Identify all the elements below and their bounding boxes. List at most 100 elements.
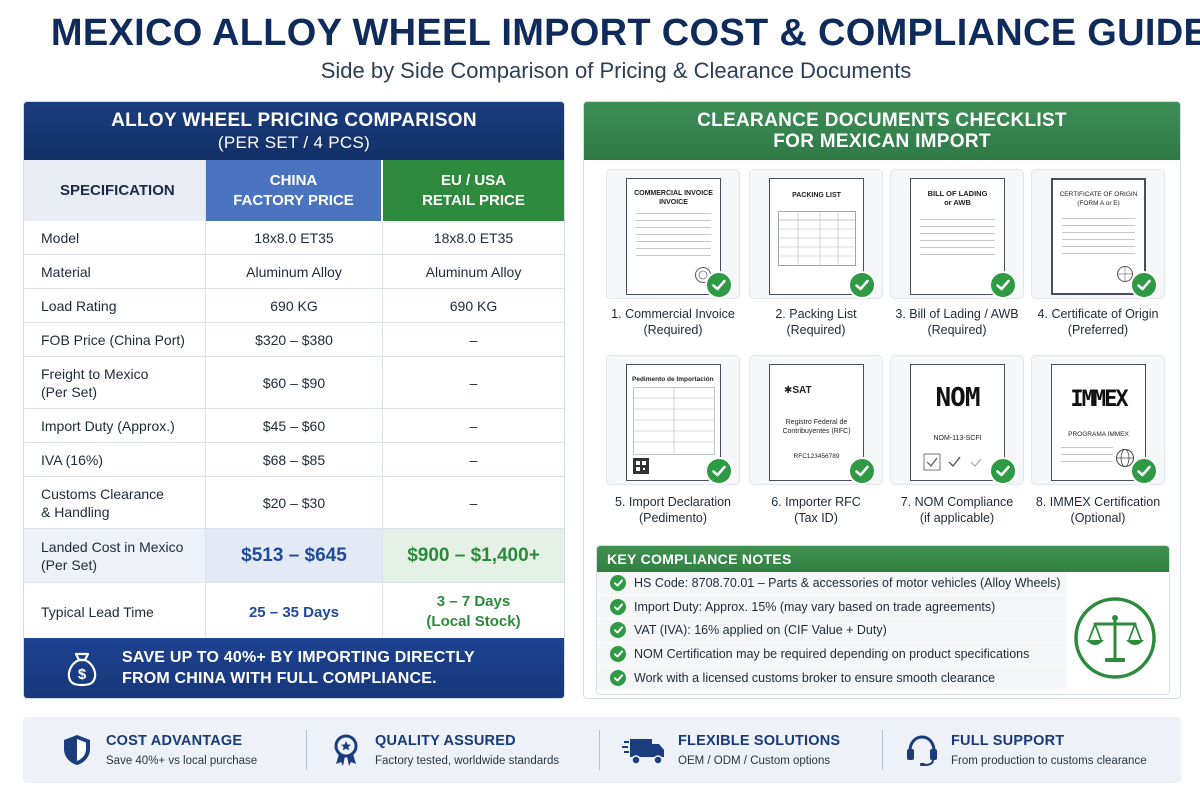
doc-body: PROGRAMA IMMEX: [1068, 431, 1129, 438]
document-label-status: (Tax ID): [794, 511, 838, 525]
column-header-specification: SPECIFICATION: [24, 160, 206, 221]
feature-description: Factory tested, worldwide standards: [375, 755, 560, 767]
doc-title: COMMERCIAL INVOICE INVOICE: [634, 190, 713, 206]
savings-banner-line1: SAVE UP TO 40%+ BY IMPORTING DIRECTLY: [122, 649, 475, 666]
row-spec: Load Rating: [24, 289, 206, 322]
column-header-china-line1: CHINA: [269, 171, 318, 189]
feature-title: FULL SUPPORT: [951, 733, 1065, 749]
pricing-table-header: SPECIFICATION CHINA FACTORY PRICE EU / U…: [24, 160, 564, 221]
check-icon: [1130, 457, 1158, 485]
doc-body: Registro Federal de Contribuyentes (RFC): [782, 419, 851, 435]
document-label: 1. Commercial Invoice (Required): [598, 306, 748, 338]
row-china-value: $20 – $30: [206, 477, 383, 528]
row-china-value: 18x8.0 ET35: [206, 221, 383, 254]
shield-icon: [64, 735, 90, 765]
list-item: VAT (IVA): 16% applied on (CIF Value + D…: [597, 619, 1067, 643]
row-spec: IVA (16%): [24, 443, 206, 476]
pricing-header-subtitle: (PER SET / 4 PCS): [217, 133, 371, 152]
rfc-document-icon: ✱SAT Registro Federal de Contribuyentes …: [769, 364, 864, 481]
clearance-documents-panel: CLEARANCE DOCUMENTS CHECKLIST FOR MEXICA…: [583, 101, 1181, 699]
landed-cost-row: Landed Cost in Mexico (Per Set) $513 – $…: [24, 529, 564, 583]
row-eu-value: Aluminum Alloy: [425, 263, 522, 280]
divider: [882, 730, 883, 770]
document-card-packing-list: PACKING LIST: [749, 169, 883, 299]
doc-title: BILL OF LADING or AWB: [927, 189, 988, 207]
document-card-certificate-of-origin: CERTIFICATE OF ORIGIN (FORM A or E): [1031, 169, 1165, 299]
row-eu-value: –: [469, 374, 478, 391]
row-spec: Material: [24, 255, 206, 288]
document-label: 5. Import Declaration (Pedimento): [598, 494, 748, 526]
document-label-status: (Pedimento): [638, 511, 708, 525]
documents-header: CLEARANCE DOCUMENTS CHECKLIST FOR MEXICA…: [584, 102, 1180, 160]
check-icon: [989, 271, 1017, 299]
document-label-name: 8. IMMEX Certification: [1035, 495, 1161, 509]
document-label-name: 4. Certificate of Origin: [1037, 307, 1159, 321]
document-label-name: 5. Import Declaration: [614, 495, 732, 509]
document-label-status: (Required): [643, 323, 703, 337]
document-card-immex: IMMEX PROGRAMA IMMEX: [1031, 355, 1165, 485]
document-label-status: (Preferred): [1067, 323, 1129, 337]
landed-cost-label-line1: Landed Cost in Mexico: [41, 538, 184, 555]
document-label-status: (Required): [927, 323, 987, 337]
svg-text:$: $: [78, 666, 87, 683]
table-row: Customs Clearance & Handling $20 – $30 –: [24, 477, 564, 529]
truck-icon: [622, 739, 664, 765]
compliance-notes-header: KEY COMPLIANCE NOTES: [597, 546, 1169, 572]
row-spec: Freight to Mexico (Per Set): [24, 357, 206, 408]
document-card-nom: NOM NOM-113-SCFI: [890, 355, 1024, 485]
row-eu-value: –: [469, 494, 478, 511]
pricing-header: ALLOY WHEEL PRICING COMPARISON (PER SET …: [24, 102, 564, 160]
pedimento-document-icon: Pedimento de Importación: [626, 364, 721, 481]
table-row: Material Aluminum Alloy Aluminum Alloy: [24, 255, 564, 289]
row-china-value: $320 – $380: [206, 323, 383, 356]
document-label-name: 2. Packing List: [775, 307, 857, 321]
table-row: Load Rating 690 KG 690 KG: [24, 289, 564, 323]
document-label: 3. Bill of Lading / AWB (Required): [882, 306, 1032, 338]
column-header-eu-line2: RETAIL PRICE: [422, 191, 525, 209]
document-label: 4. Certificate of Origin (Preferred): [1023, 306, 1173, 338]
row-spec: FOB Price (China Port): [24, 323, 206, 356]
document-label-name: 6. Importer RFC: [771, 495, 861, 509]
document-label-status: (Optional): [1070, 511, 1126, 525]
column-header-china: CHINA FACTORY PRICE: [206, 160, 383, 221]
check-icon: [610, 598, 626, 615]
documents-header-line2: FOR MEXICAN IMPORT: [773, 131, 991, 152]
note-text: Work with a licensed customs broker to e…: [634, 670, 996, 685]
pricing-header-title: ALLOY WHEEL PRICING COMPARISON: [111, 110, 477, 131]
row-china-value: $68 – $85: [206, 443, 383, 476]
row-china-value: Aluminum Alloy: [206, 255, 383, 288]
document-label: 6. Importer RFC (Tax ID): [741, 494, 891, 526]
table-row: FOB Price (China Port) $320 – $380 –: [24, 323, 564, 357]
check-icon: [610, 622, 626, 639]
document-label: 7. NOM Compliance (if applicable): [882, 494, 1032, 526]
row-china-value: $60 – $90: [206, 357, 383, 408]
doc-title: Pedimento de Importación: [632, 376, 714, 383]
row-eu-value: –: [469, 417, 478, 434]
check-icon: [705, 271, 733, 299]
document-label-name: 7. NOM Compliance: [900, 495, 1014, 509]
row-spec: Model: [24, 221, 206, 254]
feature-description: From production to customs clearance: [951, 755, 1147, 767]
landed-cost-label-line2: (Per Set): [41, 556, 98, 573]
nom-logo: NOM: [935, 383, 981, 413]
document-card-commercial-invoice: COMMERCIAL INVOICE INVOICE: [606, 169, 740, 299]
table-row: IVA (16%) $68 – $85 –: [24, 443, 564, 477]
row-china-value: 690 KG: [206, 289, 383, 322]
packing-list-document-icon: PACKING LIST: [769, 178, 864, 295]
landed-cost-eu: $900 – $1,400+: [383, 529, 564, 582]
document-card-pedimento: Pedimento de Importación: [606, 355, 740, 485]
nom-document-icon: NOM NOM-113-SCFI: [910, 364, 1005, 481]
document-card-rfc: ✱SAT Registro Federal de Contribuyentes …: [749, 355, 883, 485]
money-bag-icon: $: [67, 652, 97, 687]
document-label-status: (if applicable): [919, 511, 995, 525]
lead-time-label: Typical Lead Time: [24, 583, 206, 641]
table-row: Import Duty (Approx.) $45 – $60 –: [24, 409, 564, 443]
savings-banner: $ SAVE UP TO 40%+ BY IMPORTING DIRECTLY …: [24, 638, 564, 698]
lead-time-eu-line1: 3 – 7 Days: [436, 593, 511, 610]
list-item: Import Duty: Approx. 15% (may vary based…: [597, 595, 1067, 620]
documents-header-line1: CLEARANCE DOCUMENTS CHECKLIST: [697, 110, 1067, 131]
check-icon: [989, 457, 1017, 485]
feature-cost-advantage: COST ADVANTAGE Save 40%+ vs local purcha…: [60, 730, 306, 770]
divider: [306, 730, 307, 770]
landed-cost-china: $513 – $645: [206, 529, 383, 582]
